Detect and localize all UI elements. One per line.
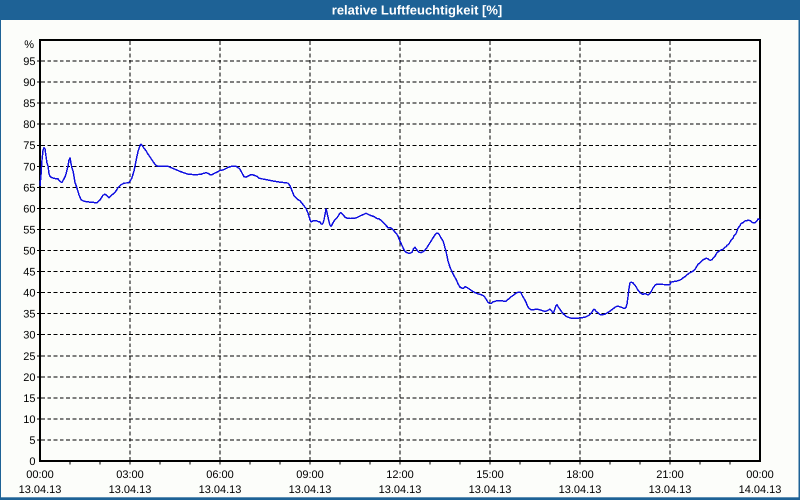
- svg-text:30: 30: [23, 330, 35, 342]
- svg-text:%: %: [24, 39, 34, 51]
- svg-text:15:00: 15:00: [476, 469, 504, 481]
- svg-text:20: 20: [23, 372, 35, 384]
- svg-text:65: 65: [23, 182, 35, 194]
- svg-text:03:00: 03:00: [116, 469, 144, 481]
- svg-text:13.04.13: 13.04.13: [559, 484, 602, 496]
- svg-text:40: 40: [23, 288, 35, 300]
- svg-text:60: 60: [23, 203, 35, 215]
- svg-text:00:00: 00:00: [26, 469, 54, 481]
- svg-text:75: 75: [23, 140, 35, 152]
- svg-text:15: 15: [23, 393, 35, 405]
- svg-text:21:00: 21:00: [656, 469, 684, 481]
- svg-text:35: 35: [23, 309, 35, 321]
- svg-text:18:00: 18:00: [566, 469, 594, 481]
- svg-text:50: 50: [23, 246, 35, 258]
- svg-text:12:00: 12:00: [386, 469, 414, 481]
- svg-text:55: 55: [23, 224, 35, 236]
- svg-text:13.04.13: 13.04.13: [199, 484, 242, 496]
- svg-text:80: 80: [23, 119, 35, 131]
- svg-text:13.04.13: 13.04.13: [649, 484, 692, 496]
- svg-text:13.04.13: 13.04.13: [19, 484, 62, 496]
- svg-text:00:00: 00:00: [746, 469, 774, 481]
- svg-text:14.04.13: 14.04.13: [739, 484, 782, 496]
- svg-text:relative Luftfeuchtigkeit [%]: relative Luftfeuchtigkeit [%]: [332, 3, 502, 18]
- svg-text:13.04.13: 13.04.13: [379, 484, 422, 496]
- svg-text:06:00: 06:00: [206, 469, 234, 481]
- svg-text:70: 70: [23, 161, 35, 173]
- svg-text:25: 25: [23, 351, 35, 363]
- svg-text:09:00: 09:00: [296, 469, 324, 481]
- svg-text:13.04.13: 13.04.13: [109, 484, 152, 496]
- svg-text:10: 10: [23, 414, 35, 426]
- svg-text:5: 5: [29, 435, 35, 447]
- svg-text:13.04.13: 13.04.13: [469, 484, 512, 496]
- svg-text:95: 95: [23, 56, 35, 68]
- svg-text:0: 0: [29, 456, 35, 468]
- svg-text:13.04.13: 13.04.13: [289, 484, 332, 496]
- svg-text:90: 90: [23, 77, 35, 89]
- svg-text:45: 45: [23, 267, 35, 279]
- svg-text:85: 85: [23, 98, 35, 110]
